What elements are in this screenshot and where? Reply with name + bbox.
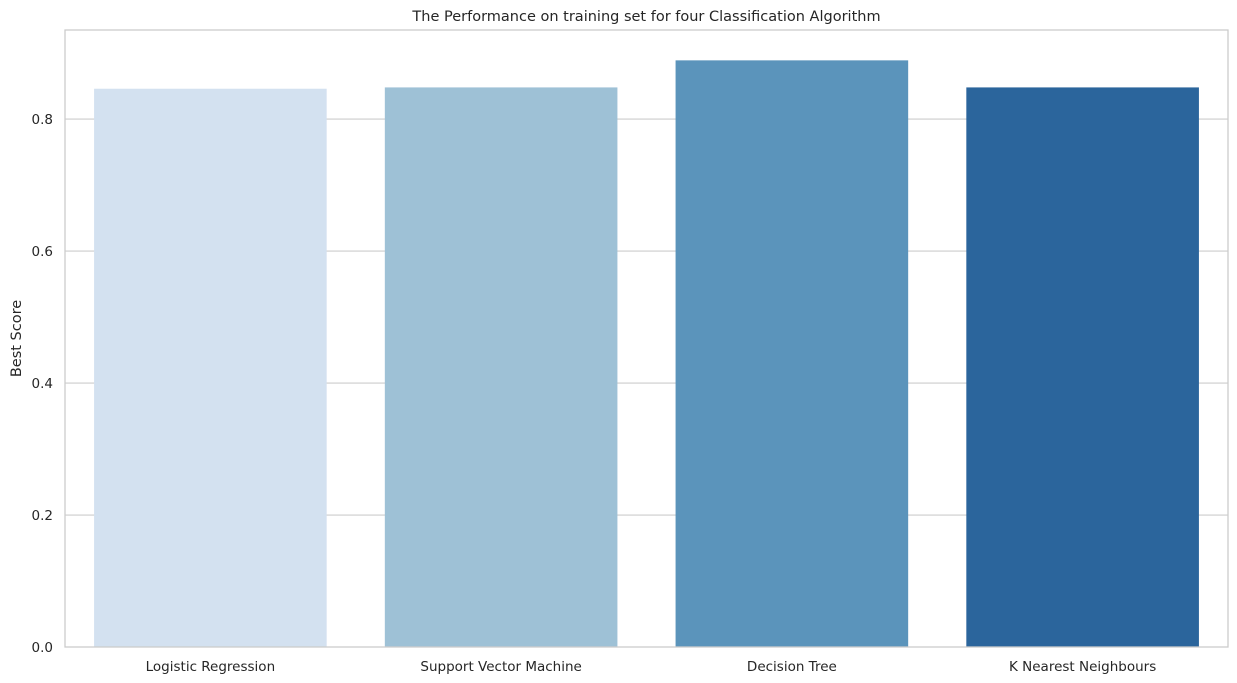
bar — [966, 87, 1199, 647]
x-tick-labels: Logistic Regression Support Vector Machin… — [146, 659, 1157, 675]
plot-frame — [64, 29, 1229, 648]
bars — [94, 60, 1199, 648]
bar — [384, 87, 618, 647]
bar — [675, 60, 909, 647]
y-tick-labels: 0.0 0.2 0.4 0.6 0.8 — [32, 112, 53, 656]
x-tick-label: Logistic Regression — [146, 659, 276, 675]
y-tick-label: 0.0 — [32, 640, 53, 656]
y-tick-label: 0.6 — [32, 244, 53, 260]
y-tick-label: 0.4 — [32, 376, 53, 392]
bar — [94, 88, 327, 648]
x-tick-label: Decision Tree — [747, 659, 837, 675]
x-tick-label: K Nearest Neighbours — [1009, 659, 1156, 675]
y-tick-label: 0.2 — [32, 508, 53, 524]
x-tick-label: Support Vector Machine — [420, 659, 581, 675]
chart-title: The Performance on training set for four… — [411, 9, 880, 25]
y-tick-label: 0.8 — [32, 112, 53, 128]
y-axis-label: Best Score — [9, 300, 25, 377]
